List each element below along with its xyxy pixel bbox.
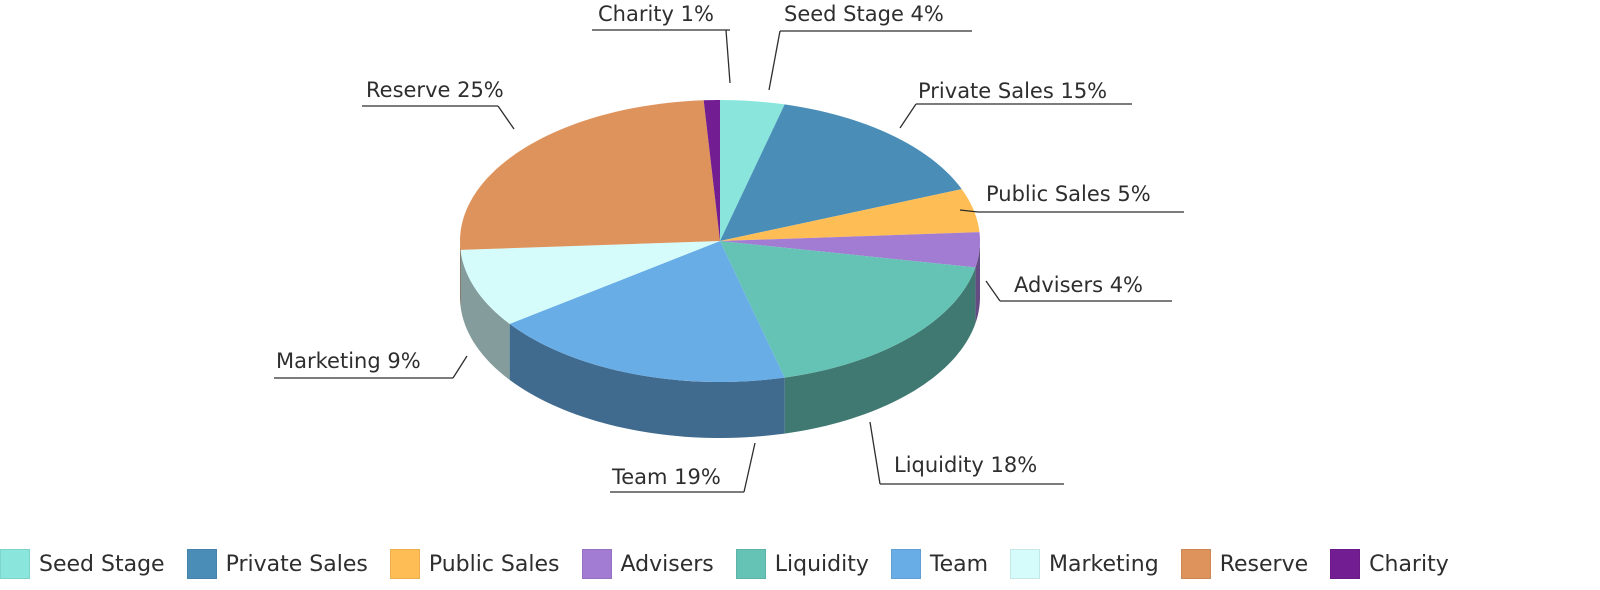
slice-advisers <box>720 232 980 268</box>
callout-private-sales: Private Sales 15% <box>899 79 1132 129</box>
leader-line <box>959 209 979 213</box>
legend-swatch <box>1180 549 1211 579</box>
legend-item-seed-stage: Seed Stage <box>0 547 165 581</box>
callout-charity: Charity 1% <box>592 2 731 84</box>
legend-label: Reserve <box>1219 551 1309 577</box>
legend-item-advisers: Advisers <box>581 547 714 581</box>
pie-top <box>460 100 980 382</box>
legend-label: Liquidity <box>774 551 869 577</box>
legend-item-public-sales: Public Sales <box>389 547 560 581</box>
callout-team: Team 19% <box>610 442 756 493</box>
legend-swatch <box>890 549 921 579</box>
pie-sides <box>460 241 980 438</box>
callout-seed-stage: Seed Stage 4% <box>768 2 972 91</box>
slice-liquidity <box>720 241 976 378</box>
legend-item-charity: Charity <box>1330 547 1449 581</box>
legend-item-reserve: Reserve <box>1180 547 1309 581</box>
legend-item-marketing: Marketing <box>1010 547 1159 581</box>
legend-swatch <box>389 549 420 579</box>
callout-public-sales: Public Sales 5% <box>959 182 1184 213</box>
legend-label: Marketing <box>1049 551 1159 577</box>
legend-item-team: Team <box>890 547 989 581</box>
slice-team <box>509 241 785 382</box>
data-label-public-sales: Public Sales 5% <box>986 182 1151 206</box>
slice-side-liquidity <box>784 267 976 434</box>
leader-line <box>768 30 781 91</box>
pie-callouts: Seed Stage 4% Private Sales 15% Public Sal… <box>274 2 1184 493</box>
legend-label: Team <box>929 551 989 577</box>
data-label-private-sales: Private Sales 15% <box>918 79 1107 103</box>
leader-line <box>985 280 1001 302</box>
callout-reserve: Reserve 25% <box>362 78 515 130</box>
leader-line <box>899 103 917 129</box>
slice-side-team <box>509 323 785 438</box>
callout-liquidity: Liquidity 18% <box>869 421 1064 485</box>
slice-private-sales <box>720 104 962 242</box>
slice-side-marketing <box>460 249 510 380</box>
data-label-liquidity: Liquidity 18% <box>894 453 1037 477</box>
leader-line <box>452 355 468 379</box>
data-label-seed-stage: Seed Stage 4% <box>784 2 944 26</box>
legend-label: Public Sales <box>428 551 560 577</box>
data-label-marketing: Marketing 9% <box>276 349 421 373</box>
slice-reserve <box>460 100 720 250</box>
slice-public-sales <box>720 189 980 241</box>
legend-swatch <box>1010 549 1041 579</box>
data-label-reserve: Reserve 25% <box>366 78 504 102</box>
data-label-advisers: Advisers 4% <box>1014 273 1143 297</box>
callout-marketing: Marketing 9% <box>274 349 468 379</box>
data-label-charity: Charity 1% <box>598 2 714 26</box>
slice-side-advisers <box>975 241 980 324</box>
legend-label: Private Sales <box>225 551 368 577</box>
leader-line <box>725 29 731 84</box>
leader-line <box>497 105 515 130</box>
callout-advisers: Advisers 4% <box>985 273 1172 302</box>
legend-label: Charity <box>1369 551 1449 577</box>
data-label-team: Team 19% <box>611 465 721 489</box>
legend-label: Advisers <box>620 551 714 577</box>
legend: Seed Stage Private Sales Public Sales Advis… <box>0 547 1449 581</box>
leader-line <box>869 421 881 485</box>
legend-item-private-sales: Private Sales <box>186 547 368 581</box>
legend-item-liquidity: Liquidity <box>735 547 869 581</box>
slice-seed-stage <box>720 100 785 241</box>
legend-swatch <box>735 549 766 579</box>
legend-swatch <box>581 549 612 579</box>
slice-charity <box>703 100 720 241</box>
slice-side-reserve <box>460 241 461 306</box>
legend-swatch <box>0 549 30 579</box>
slice-marketing <box>460 241 720 324</box>
legend-label: Seed Stage <box>39 551 165 577</box>
legend-swatch <box>1330 549 1361 579</box>
leader-line <box>743 442 756 493</box>
legend-swatch <box>186 549 217 579</box>
